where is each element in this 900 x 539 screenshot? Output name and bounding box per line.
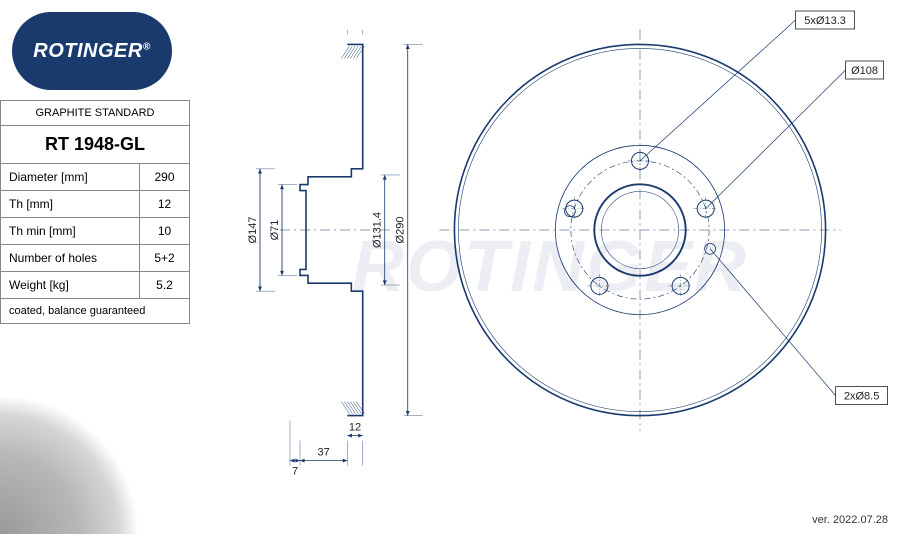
spec-row: Th min [mm]10 bbox=[1, 218, 190, 245]
spec-value: 5+2 bbox=[140, 245, 190, 272]
svg-text:12: 12 bbox=[349, 422, 361, 434]
brand-logo: ROTINGER® bbox=[12, 12, 172, 90]
spec-label: Number of holes bbox=[1, 245, 140, 272]
part-number: RT 1948-GL bbox=[1, 126, 190, 164]
spec-value: 290 bbox=[140, 164, 190, 191]
spec-value: 10 bbox=[140, 218, 190, 245]
spec-table: GRAPHITE STANDARD RT 1948-GL Diameter [m… bbox=[0, 100, 190, 324]
spec-label: Weight [kg] bbox=[1, 272, 140, 299]
technical-drawing: ROTINGER 5xØ13.3Ø1082xØ8.5Ø147Ø71Ø290Ø13… bbox=[200, 0, 900, 534]
spec-value: 12 bbox=[140, 191, 190, 218]
svg-text:2xØ8.5: 2xØ8.5 bbox=[844, 391, 879, 403]
spec-label: Th min [mm] bbox=[1, 218, 140, 245]
brand-name: ROTINGER® bbox=[33, 40, 150, 63]
spec-row: Weight [kg]5.2 bbox=[1, 272, 190, 299]
svg-text:Ø71: Ø71 bbox=[269, 220, 281, 241]
svg-text:Ø108: Ø108 bbox=[851, 65, 878, 77]
svg-text:Ø131.4: Ø131.4 bbox=[372, 212, 384, 248]
spec-row: Diameter [mm]290 bbox=[1, 164, 190, 191]
spec-row: Th [mm]12 bbox=[1, 191, 190, 218]
spec-header: GRAPHITE STANDARD bbox=[1, 101, 190, 126]
spec-note: coated, balance guaranteed bbox=[1, 299, 190, 324]
spec-label: Th [mm] bbox=[1, 191, 140, 218]
spec-label: Diameter [mm] bbox=[1, 164, 140, 191]
product-thumbnail bbox=[0, 394, 140, 534]
svg-text:Ø147: Ø147 bbox=[247, 217, 259, 244]
svg-text:7: 7 bbox=[292, 466, 298, 478]
svg-text:Ø290: Ø290 bbox=[395, 217, 407, 244]
svg-text:37: 37 bbox=[318, 447, 330, 459]
svg-text:5xØ13.3: 5xØ13.3 bbox=[804, 15, 846, 27]
spec-value: 5.2 bbox=[140, 272, 190, 299]
version-label: ver. 2022.07.28 bbox=[812, 514, 888, 526]
spec-row: Number of holes5+2 bbox=[1, 245, 190, 272]
